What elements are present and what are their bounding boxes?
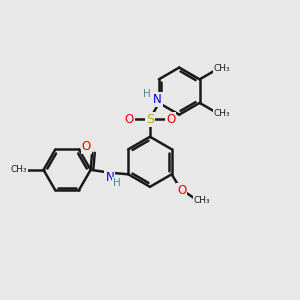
Text: N: N bbox=[153, 93, 162, 106]
Text: CH₃: CH₃ bbox=[214, 110, 230, 118]
Text: O: O bbox=[125, 112, 134, 126]
Text: CH₃: CH₃ bbox=[214, 64, 230, 73]
Text: H: H bbox=[142, 89, 150, 99]
Text: S: S bbox=[146, 112, 154, 126]
Text: N: N bbox=[105, 171, 114, 184]
Text: CH₃: CH₃ bbox=[194, 196, 210, 205]
Text: O: O bbox=[166, 112, 175, 126]
Text: CH₃: CH₃ bbox=[10, 165, 27, 174]
Text: O: O bbox=[177, 184, 186, 197]
Text: O: O bbox=[82, 140, 91, 153]
Text: H: H bbox=[113, 178, 120, 188]
